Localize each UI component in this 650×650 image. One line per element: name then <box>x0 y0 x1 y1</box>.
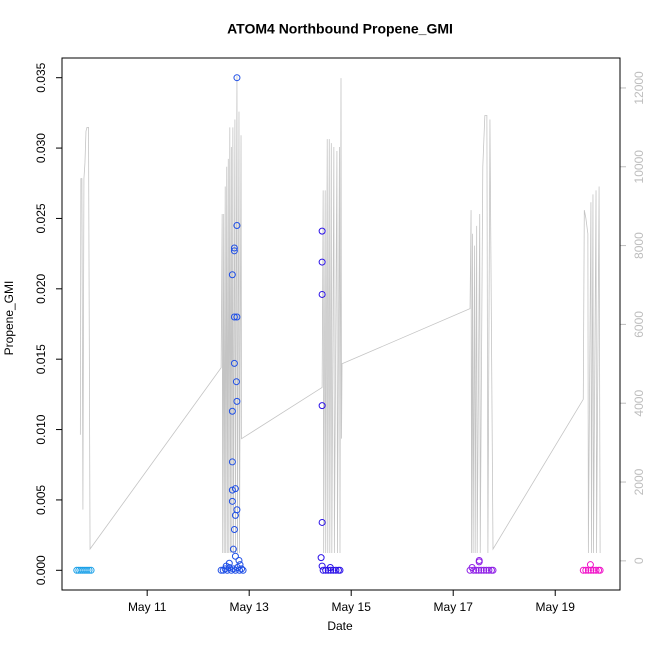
point <box>482 566 490 574</box>
x-tick-label: May 13 <box>230 600 270 614</box>
y-tick-label: 0.020 <box>34 273 48 303</box>
y2-tick-label: 0 <box>632 557 646 564</box>
point <box>318 518 326 526</box>
point <box>233 313 241 321</box>
point <box>233 397 241 405</box>
point <box>235 556 243 564</box>
point <box>85 566 93 574</box>
y2-tick-label: 4000 <box>632 390 646 417</box>
point <box>319 566 327 574</box>
point <box>231 552 239 560</box>
point <box>475 566 483 574</box>
point <box>230 247 238 255</box>
point <box>329 566 337 574</box>
point <box>582 566 590 574</box>
point <box>596 566 604 574</box>
x-tick-label: May 19 <box>536 600 576 614</box>
point <box>235 566 243 574</box>
point <box>475 558 483 566</box>
point <box>238 565 246 573</box>
y2-tick-label: 6000 <box>632 311 646 338</box>
y-tick-label: 0.005 <box>34 485 48 515</box>
y-tick-label: 0.010 <box>34 414 48 444</box>
point <box>83 566 91 574</box>
x-tick-label: May 17 <box>434 600 474 614</box>
point <box>472 566 480 574</box>
y2-tick-label: 12000 <box>632 71 646 105</box>
point <box>587 566 595 574</box>
plot-frame <box>61 57 621 591</box>
altitude-line <box>79 76 601 553</box>
point <box>219 566 227 574</box>
point <box>584 566 592 574</box>
point <box>239 566 247 574</box>
point <box>489 566 497 574</box>
point <box>318 562 326 570</box>
point <box>228 497 236 505</box>
point <box>470 566 478 574</box>
point <box>230 525 238 533</box>
point <box>230 359 238 367</box>
y-tick-label: 0.015 <box>34 344 48 374</box>
x-tick-label: May 11 <box>128 600 167 614</box>
point <box>232 378 240 386</box>
y2-tick-label: 2000 <box>632 468 646 495</box>
point <box>480 566 488 574</box>
y-tick-label: 0.035 <box>34 62 48 92</box>
y-tick-label: 0.000 <box>34 555 48 585</box>
point <box>332 566 340 574</box>
point <box>318 290 326 298</box>
y-axis-title: Propene_GMI <box>2 281 16 356</box>
point <box>485 566 493 574</box>
y-tick-label: 0.030 <box>34 133 48 163</box>
point <box>322 566 330 574</box>
point <box>318 258 326 266</box>
point <box>229 545 237 553</box>
point <box>231 511 239 519</box>
point <box>317 554 325 562</box>
x-axis-title: Date <box>327 619 353 633</box>
y2-tick-label: 8000 <box>632 232 646 259</box>
point <box>233 74 241 82</box>
point <box>579 566 587 574</box>
y2-tick-label: 10000 <box>632 150 646 184</box>
x-tick-label: May 15 <box>332 600 372 614</box>
y-tick-label: 0.025 <box>34 203 48 233</box>
point <box>228 271 236 279</box>
chart-title: ATOM4 Northbound Propene_GMI <box>227 21 453 37</box>
point <box>589 566 597 574</box>
point <box>233 221 241 229</box>
point <box>87 566 95 574</box>
point <box>318 227 326 235</box>
point <box>592 566 600 574</box>
point <box>228 486 236 494</box>
point <box>327 566 335 574</box>
point <box>227 566 235 574</box>
point <box>318 402 326 410</box>
point <box>477 566 485 574</box>
point <box>230 313 238 321</box>
point <box>336 566 344 574</box>
point <box>230 244 238 252</box>
point <box>228 458 236 466</box>
point <box>324 566 332 574</box>
point <box>228 407 236 415</box>
